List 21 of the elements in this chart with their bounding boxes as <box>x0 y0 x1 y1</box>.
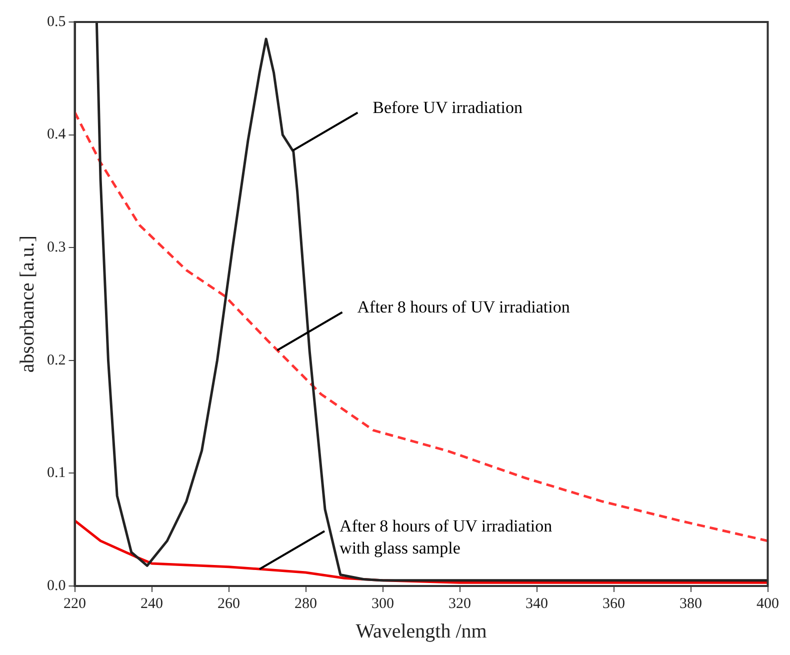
x-tick-label: 380 <box>680 596 702 612</box>
y-tick-label: 0.0 <box>47 578 66 594</box>
x-tick-label: 240 <box>140 596 163 612</box>
y-tick-label: 0.2 <box>47 352 66 368</box>
y-tick-label: 0.3 <box>47 240 66 256</box>
annotation: Before UV irradiation <box>372 98 523 118</box>
x-tick-label: 220 <box>64 596 86 612</box>
annotation: After 8 hours of UV irradiation <box>357 298 570 317</box>
x-axis-title: Wavelength /nm <box>356 620 488 642</box>
y-tick-label: 0.1 <box>47 465 66 482</box>
x-tick-label: 340 <box>526 596 548 612</box>
x-tick-label: 360 <box>602 596 625 612</box>
x-tick-label: 320 <box>448 596 471 612</box>
y-tick-label: 0.4 <box>47 126 66 143</box>
x-tick-label: 300 <box>372 596 394 612</box>
y-tick-label: 0.5 <box>47 14 66 30</box>
y-axis-title: absorbance [a.u.] <box>16 235 38 373</box>
x-tick-label: 280 <box>294 596 317 612</box>
x-tick-label: 400 <box>756 596 779 612</box>
annotation: After 8 hours of UV irradiation with glass sample <box>340 516 553 558</box>
x-tick-label: 260 <box>218 596 240 612</box>
